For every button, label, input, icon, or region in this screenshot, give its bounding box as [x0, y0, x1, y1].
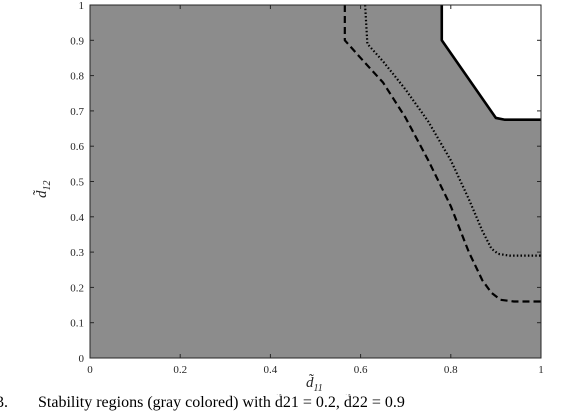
- figure-caption-number: 3.: [0, 394, 8, 411]
- y-tick-label: 0.1: [70, 318, 84, 330]
- x-tick-label: 0: [87, 364, 93, 376]
- y-tick-label: 0.3: [70, 247, 84, 259]
- plot-area: [89, 4, 542, 359]
- figure-caption-text: Stability regions (gray colored) with d̃…: [38, 394, 405, 411]
- y-tick-label: 0: [79, 353, 85, 365]
- y-tick-label: 0.7: [70, 106, 84, 118]
- y-tick-label: 0.8: [70, 71, 84, 83]
- y-tick-label: 0.4: [70, 212, 84, 224]
- x-tick-label: 0.4: [264, 364, 278, 376]
- stability-region-chart: 0 0.2 0.4 0.6 0.8 1 0 0.1 0.2 0.3 0.4 0.5 0.6 0.7 0.8…: [32, 0, 544, 394]
- y-axis-label: d̃12: [33, 181, 53, 199]
- x-tick-label: 0.2: [173, 364, 187, 376]
- unstable-region: [441, 5, 541, 120]
- boundary-curve-dotted: [364, 4, 541, 257]
- y-tick-label: 0.5: [70, 177, 84, 189]
- y-tick-label: 0.9: [70, 35, 84, 47]
- y-axis: 0 0.1 0.2 0.3 0.4 0.5 0.6 0.7 0.8 0.9 1: [70, 0, 541, 365]
- y-tick-label: 1: [79, 0, 85, 12]
- y-tick-label: 0.2: [70, 282, 84, 294]
- figure-caption: 3. Stability regions (gray colored) with…: [0, 394, 568, 420]
- x-tick-label: 0.8: [444, 364, 458, 376]
- y-tick-label: 0.6: [70, 141, 84, 153]
- x-axis-label: d̃11: [306, 374, 323, 394]
- x-tick-label: 0.6: [354, 364, 368, 376]
- boundary-curve-dashed: [343, 5, 541, 303]
- x-tick-label: 1: [538, 364, 544, 376]
- boundary-curve-solid: [440, 5, 541, 122]
- x-axis: 0 0.2 0.4 0.6 0.8 1: [87, 5, 544, 376]
